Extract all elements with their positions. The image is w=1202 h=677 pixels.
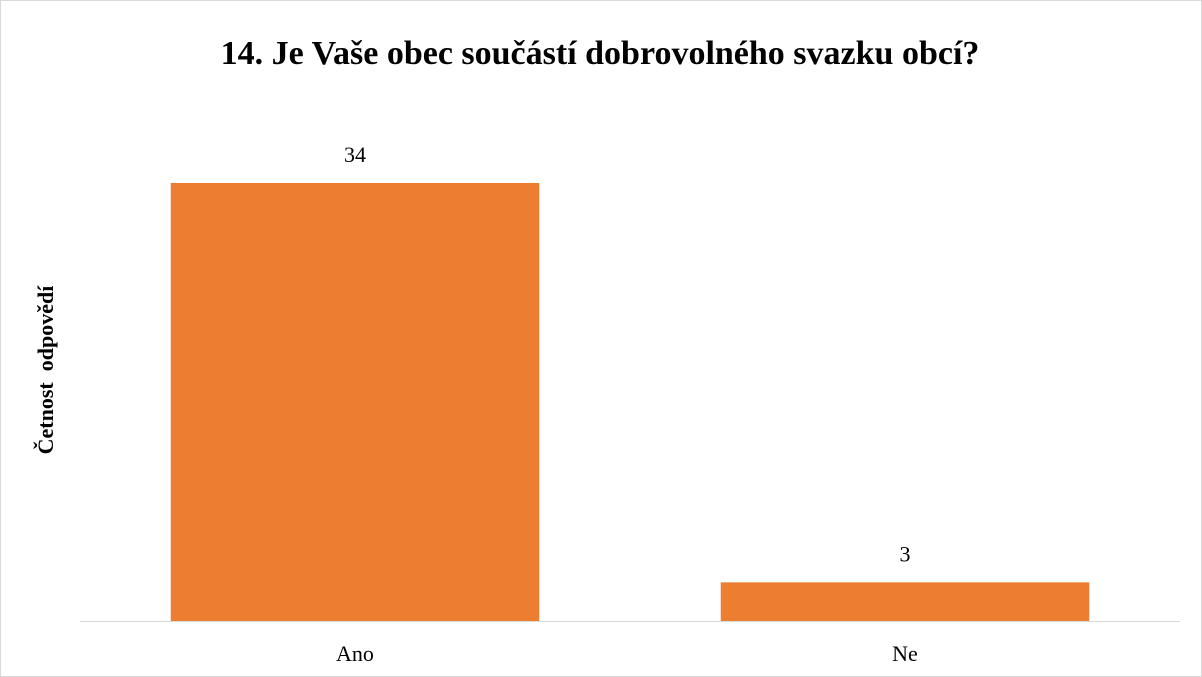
bar <box>720 582 1090 621</box>
chart-title: 14. Je Vaše obec součástí dobrovolného s… <box>221 35 980 72</box>
x-tick-label: Ano <box>336 641 374 666</box>
y-axis-label: Četnost odpovědí <box>33 285 58 455</box>
x-tick-label: Ne <box>892 641 918 666</box>
data-label: 34 <box>344 142 366 167</box>
data-label: 3 <box>900 541 911 566</box>
bar <box>170 183 540 621</box>
